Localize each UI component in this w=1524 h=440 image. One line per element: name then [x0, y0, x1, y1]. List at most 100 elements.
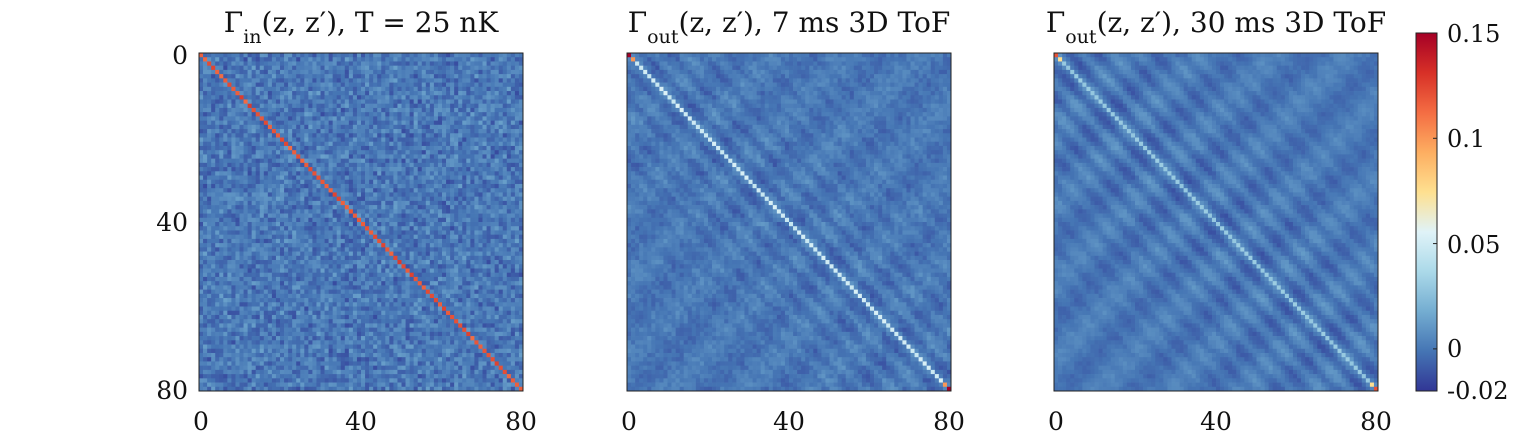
heatmap-cell [340, 120, 346, 126]
heatmap-cell [502, 141, 508, 147]
heatmap-cell [373, 95, 378, 100]
heatmap-cell [292, 238, 297, 244]
heatmap-cell [356, 158, 362, 164]
heatmap-cell [227, 230, 232, 236]
heatmap-cell [215, 234, 220, 240]
heatmap-cell [259, 222, 265, 227]
heatmap-cell [429, 137, 435, 143]
heatmap-cell [514, 255, 520, 261]
heatmap-cell [267, 234, 273, 240]
heatmap-cell [263, 167, 269, 172]
heatmap-cell [280, 264, 285, 269]
heatmap-cell [389, 162, 394, 168]
heatmap-cell [466, 120, 471, 126]
heatmap-cell [462, 298, 467, 303]
heatmap-cell [385, 222, 390, 227]
heatmap-cell [442, 57, 447, 62]
heatmap-cell [199, 53, 204, 58]
heatmap-cell [450, 251, 455, 257]
heatmap-cell [215, 175, 220, 181]
heatmap-cell [356, 120, 362, 126]
heatmap-cell [336, 276, 342, 282]
heatmap-cell [381, 150, 386, 155]
heatmap-cell [413, 306, 419, 312]
heatmap-cell [292, 179, 297, 185]
heatmap-cell [377, 116, 382, 121]
heatmap-cell [393, 171, 398, 176]
heatmap-cell [433, 162, 439, 168]
heatmap-cell [506, 86, 512, 92]
heatmap-cell [356, 78, 362, 83]
heatmap-cell [308, 230, 313, 236]
heatmap-cell [328, 162, 333, 168]
heatmap-cell [304, 222, 309, 227]
heatmap-cell [296, 120, 301, 126]
heatmap-cell [356, 129, 362, 134]
heatmap-cell [369, 107, 374, 113]
heatmap-cell [361, 302, 366, 307]
heatmap-cell [231, 103, 236, 109]
heatmap-cell [199, 234, 204, 240]
heatmap-cell [470, 69, 475, 75]
heatmap-cell [494, 137, 500, 143]
heatmap-cell [397, 281, 402, 286]
heatmap-cell [413, 293, 419, 299]
heatmap-cell [352, 137, 358, 143]
heatmap-cell [199, 192, 204, 197]
heatmap-cell [215, 306, 220, 312]
heatmap-cell [454, 188, 459, 193]
heatmap-cell [259, 260, 265, 265]
heatmap-cell [271, 86, 277, 92]
heatmap-cell [292, 137, 297, 143]
heatmap-cell [352, 53, 358, 58]
heatmap-cell [288, 272, 293, 278]
heatmap-cell [235, 74, 240, 79]
heatmap-cell [255, 53, 261, 58]
heatmap-cell [421, 120, 427, 126]
heatmap-cell [385, 192, 390, 197]
heatmap-cell [514, 188, 520, 193]
heatmap-cell [454, 145, 459, 151]
heatmap-cell [235, 310, 240, 316]
heatmap-cell [437, 264, 443, 269]
heatmap-cell [239, 86, 244, 92]
heatmap-cell [324, 86, 329, 92]
heatmap-cell [235, 78, 240, 83]
heatmap-cell [231, 285, 236, 290]
heatmap-cell [239, 150, 244, 155]
heatmap-cell [211, 141, 216, 147]
heatmap-cell [292, 293, 297, 299]
heatmap-cell [405, 272, 410, 278]
heatmap-cell [296, 247, 301, 252]
heatmap-cell [373, 57, 378, 62]
heatmap-cell [300, 264, 305, 269]
heatmap-cell [405, 183, 410, 189]
heatmap-cell [280, 61, 285, 67]
heatmap-cell [361, 133, 366, 138]
heatmap-cell [316, 61, 321, 67]
heatmap-cell [377, 196, 382, 202]
heatmap-cell [296, 243, 301, 248]
heatmap-cell [219, 112, 224, 117]
heatmap-cell [365, 167, 370, 172]
heatmap-cell [417, 158, 423, 164]
heatmap-cell [506, 116, 512, 121]
heatmap-cell [304, 150, 309, 155]
heatmap-cell [365, 255, 370, 261]
heatmap-cell [263, 95, 269, 100]
heatmap-cell [446, 217, 451, 223]
heatmap-cell [442, 272, 447, 278]
heatmap-cell [397, 57, 402, 62]
heatmap-cell [215, 230, 220, 236]
heatmap-cell [377, 175, 382, 181]
heatmap-cell [239, 251, 244, 257]
heatmap-cell [437, 91, 443, 96]
heatmap-cell [433, 65, 439, 71]
heatmap-cell [328, 192, 333, 197]
heatmap-cell [288, 103, 293, 109]
heatmap-cell [466, 78, 471, 83]
heatmap-cell [336, 188, 342, 193]
heatmap-cell [267, 107, 273, 113]
heatmap-cell [312, 260, 317, 265]
heatmap-cell [308, 107, 313, 113]
